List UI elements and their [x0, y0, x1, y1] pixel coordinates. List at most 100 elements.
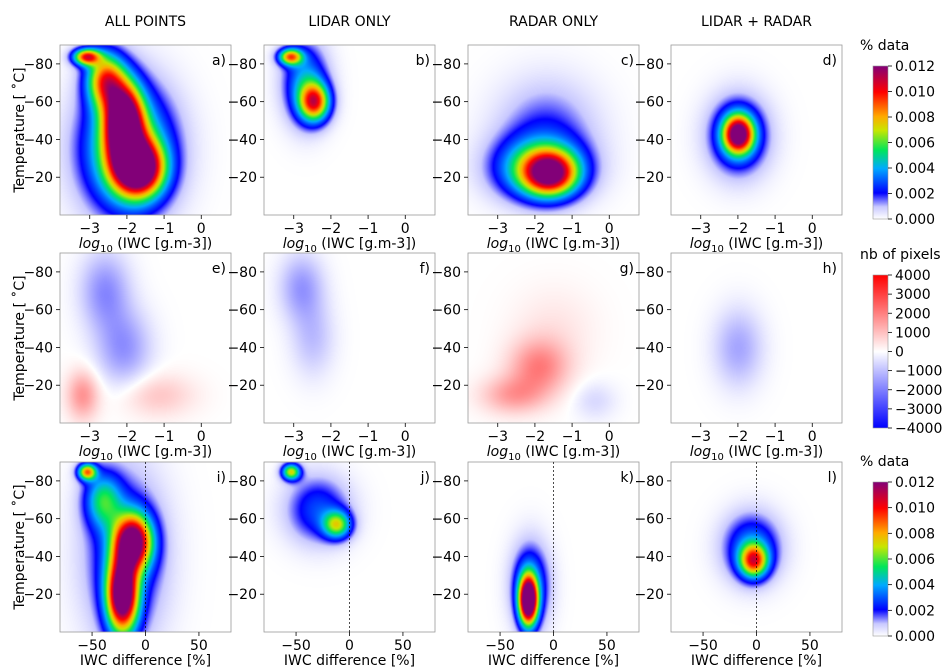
y-tick-label: −40 [23, 132, 53, 148]
x-axis-label: log10 (IWC [g.m-3]) [487, 444, 621, 463]
x-axis-label: log10 (IWC [g.m-3]) [79, 444, 213, 463]
y-tick-label: −80 [431, 265, 461, 281]
y-tick-label: −20 [23, 378, 53, 394]
x-tick-label: −2 [525, 429, 546, 445]
x-tick-label: 0 [401, 429, 410, 445]
x-tick-label: −3 [79, 221, 100, 237]
x-tick-label: 0 [605, 429, 614, 445]
x-tick-label: −1 [562, 221, 583, 237]
colorbar-tick-label: 1000 [895, 325, 931, 341]
colorbar-tick-label: 0.012 [895, 59, 935, 75]
y-tick-label: −40 [431, 549, 461, 565]
y-tick-label: −80 [23, 474, 53, 490]
panel-label: j) [420, 470, 430, 486]
x-axis-label: log10 (IWC [g.m-3]) [79, 236, 213, 255]
colorbar-label: % data [860, 38, 909, 54]
colorbar-tick-label: 0.008 [895, 110, 935, 126]
column-title: LIDAR + RADAR [701, 14, 812, 30]
x-tick-label: −1 [358, 429, 379, 445]
x-tick-label: −1 [562, 429, 583, 445]
colorbar-tick-label: 0.008 [895, 526, 935, 542]
y-tick-label: −20 [227, 170, 257, 186]
x-tick-label: −2 [525, 221, 546, 237]
heatmap-panel [260, 252, 436, 427]
y-tick-label: −40 [23, 340, 53, 356]
y-tick-label: −40 [227, 340, 257, 356]
y-tick-label: −80 [227, 57, 257, 73]
panel-label: i) [217, 470, 226, 486]
x-tick-label: 0 [345, 638, 354, 654]
x-tick-label: 0 [605, 221, 614, 237]
y-tick-label: −80 [634, 265, 664, 281]
x-axis-label: log10 (IWC [g.m-3]) [283, 236, 417, 255]
y-tick-label: −20 [431, 587, 461, 603]
y-tick-label: −40 [431, 132, 461, 148]
y-axis-label: Temperature [ ˚C] [11, 67, 28, 193]
panel-label: e) [212, 261, 226, 277]
y-tick-label: −60 [431, 303, 461, 319]
panel-label: f) [420, 261, 430, 277]
x-tick-label: −3 [487, 221, 508, 237]
colorbar [872, 65, 889, 220]
heatmap-image [60, 253, 231, 423]
y-tick-label: −20 [227, 378, 257, 394]
colorbar-tick-label: 0.006 [895, 552, 935, 568]
colorbar-label: % data [860, 454, 909, 470]
x-tick-label: −1 [765, 429, 786, 445]
heatmap-image [468, 45, 639, 215]
panel-frame [467, 44, 640, 216]
x-tick-label: −3 [487, 429, 508, 445]
heatmap-panel [464, 252, 640, 427]
x-tick-label: 0 [141, 638, 150, 654]
heatmap-panel [56, 252, 232, 427]
y-tick-label: −20 [227, 587, 257, 603]
panel-label: k) [620, 470, 634, 486]
x-tick-label: −1 [358, 221, 379, 237]
x-tick-label: −3 [283, 429, 304, 445]
y-tick-label: −60 [227, 512, 257, 528]
y-tick-label: −60 [23, 303, 53, 319]
x-tick-label: 50 [190, 638, 208, 654]
panel-label: d) [823, 53, 837, 69]
x-tick-label: −1 [154, 221, 175, 237]
colorbar-tick-label: 0.000 [895, 212, 935, 228]
heatmap-image [468, 253, 639, 423]
x-tick-label: −2 [117, 429, 138, 445]
y-tick-label: −40 [634, 549, 664, 565]
x-tick-label: −2 [321, 221, 342, 237]
heatmap-image [671, 253, 842, 423]
y-tick-label: −20 [431, 378, 461, 394]
y-tick-label: −60 [23, 95, 53, 111]
colorbar-tick-label: 0.006 [895, 136, 935, 152]
y-tick-label: −80 [431, 474, 461, 490]
x-tick-label: −50 [77, 638, 107, 654]
y-axis-label: Temperature [ ˚C] [11, 275, 28, 401]
x-tick-label: 0 [808, 429, 817, 445]
y-tick-label: −60 [431, 512, 461, 528]
heatmap-panel [56, 461, 232, 636]
x-tick-label: 50 [598, 638, 616, 654]
panel-frame [59, 44, 232, 216]
colorbar-tick-label: 0.000 [895, 629, 935, 645]
x-tick-label: 50 [394, 638, 412, 654]
x-tick-label: −2 [728, 221, 749, 237]
y-tick-label: −40 [431, 340, 461, 356]
x-axis-label: IWC difference [%] [80, 653, 211, 668]
x-axis-label: IWC difference [%] [691, 653, 822, 668]
colorbar-tick-label: −2000 [895, 383, 942, 399]
colorbar [872, 274, 889, 429]
y-tick-label: −80 [227, 265, 257, 281]
panel-frame [670, 252, 843, 424]
x-axis-label: log10 (IWC [g.m-3]) [487, 236, 621, 255]
x-tick-label: −1 [154, 429, 175, 445]
x-tick-label: −3 [690, 429, 711, 445]
x-tick-label: −2 [321, 429, 342, 445]
y-tick-label: −40 [634, 132, 664, 148]
x-tick-label: −3 [79, 429, 100, 445]
y-tick-label: −20 [634, 587, 664, 603]
x-tick-label: −3 [283, 221, 304, 237]
colorbar-tick-label: 0.004 [895, 578, 935, 594]
colorbar-tick-label: 3000 [895, 287, 931, 303]
x-tick-label: −1 [765, 221, 786, 237]
x-tick-label: −50 [281, 638, 311, 654]
